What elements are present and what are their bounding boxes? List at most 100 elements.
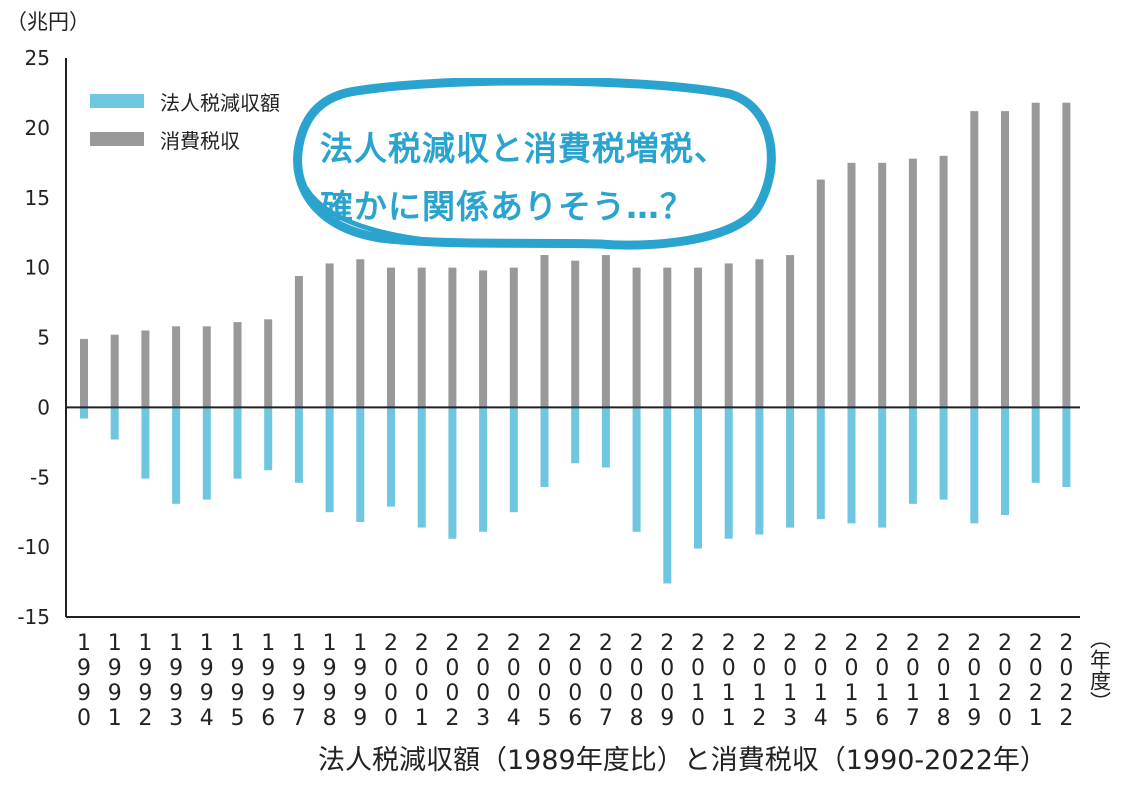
bar-consumption-tax [878, 162, 887, 408]
bar-corporate-tax [294, 407, 303, 483]
bar-consumption-tax [755, 259, 764, 408]
bar-consumption-tax [540, 255, 549, 408]
callout-line-1: 法人税減収と消費税増税、 [320, 129, 728, 168]
bar-corporate-tax [939, 407, 948, 500]
bar-corporate-tax [509, 407, 518, 513]
bar-corporate-tax [417, 407, 426, 528]
bar-corporate-tax [172, 407, 181, 504]
bar-consumption-tax [724, 263, 733, 408]
y-tick-label: 0 [37, 395, 50, 419]
bar-consumption-tax [663, 267, 672, 408]
bar-consumption-tax [601, 255, 610, 408]
bar-consumption-tax [847, 162, 856, 408]
x-unit-label: （年度） [1084, 628, 1114, 712]
bar-consumption-tax [1062, 102, 1071, 408]
y-tick-label: 5 [37, 326, 50, 350]
bar-consumption-tax [816, 179, 825, 408]
callout-bubble [293, 78, 776, 250]
callout-line-2: 確かに関係ありそう…？ [320, 187, 694, 226]
bar-corporate-tax [387, 407, 395, 507]
bar-consumption-tax [233, 322, 242, 408]
bar-consumption-tax [294, 276, 303, 408]
y-tick-label: 25 [25, 46, 50, 70]
y-tick-label: -10 [17, 535, 50, 559]
bar-corporate-tax [847, 407, 856, 524]
bar-corporate-tax [1001, 407, 1009, 515]
bar-consumption-tax [80, 338, 88, 408]
bar-corporate-tax [233, 407, 242, 479]
bar-consumption-tax [509, 267, 518, 408]
bar-corporate-tax [816, 407, 825, 520]
bar-consumption-tax [479, 270, 488, 408]
legend-item-corporate-tax: 法人税減収額 [90, 82, 280, 120]
y-tick-label: -5 [30, 465, 50, 489]
bar-corporate-tax [724, 407, 733, 539]
x-unit-label-text: （年度） [1087, 628, 1112, 712]
bar-corporate-tax [601, 407, 610, 468]
y-tick-label: 10 [25, 256, 50, 280]
bar-consumption-tax [908, 158, 917, 408]
bar-consumption-tax [141, 330, 150, 408]
callout-text: 法人税減収と消費税増税、 確かに関係ありそう…？ [320, 120, 790, 236]
bar-corporate-tax [141, 407, 150, 479]
bar-consumption-tax [786, 255, 795, 408]
bar-consumption-tax [417, 267, 426, 408]
bar-corporate-tax [540, 407, 549, 488]
legend-label-consumption-tax: 消費税収 [160, 128, 240, 153]
bar-consumption-tax [1001, 111, 1009, 408]
bar-corporate-tax [110, 407, 119, 440]
bar-corporate-tax [878, 407, 887, 528]
bar-corporate-tax [356, 407, 365, 522]
bar-corporate-tax [202, 407, 211, 500]
legend-swatch-gray [90, 132, 144, 146]
bar-corporate-tax [479, 407, 488, 532]
bar-corporate-tax [908, 407, 917, 504]
y-tick-label: 20 [25, 116, 50, 140]
bar-consumption-tax [264, 319, 273, 408]
bar-corporate-tax [632, 407, 641, 532]
bar-corporate-tax [264, 407, 273, 471]
legend-label-corporate-tax: 法人税減収額 [160, 90, 280, 115]
bar-consumption-tax [939, 155, 948, 408]
bar-consumption-tax [448, 267, 457, 408]
bar-consumption-tax [1031, 102, 1040, 408]
y-tick-label: 15 [25, 186, 50, 210]
bar-corporate-tax [786, 407, 795, 528]
bar-corporate-tax [571, 407, 580, 464]
bar-corporate-tax [325, 407, 334, 513]
bar-consumption-tax [970, 111, 979, 408]
bar-consumption-tax [571, 260, 580, 408]
bar-consumption-tax [356, 259, 365, 408]
legend-swatch-blue [90, 94, 144, 108]
bar-corporate-tax [755, 407, 764, 535]
bar-consumption-tax [632, 267, 641, 408]
bar-corporate-tax [1031, 407, 1040, 483]
